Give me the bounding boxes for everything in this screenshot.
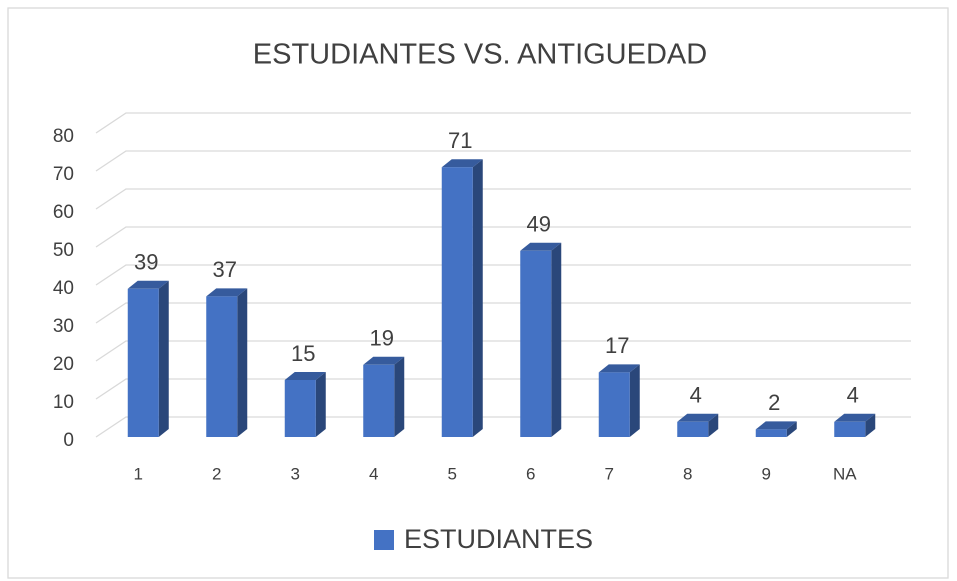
bar-front [441,167,473,437]
bar-top [677,413,719,422]
bar-top [834,413,876,422]
bar-front [284,380,316,437]
x-tick-label: 9 [762,464,771,483]
grid-line [95,112,911,134]
bar-top [755,421,797,430]
bar-front [755,429,787,437]
data-label: 19 [370,326,394,351]
bar-front [677,421,709,437]
x-tick-label: 8 [683,464,692,483]
data-label: 4 [690,383,702,408]
bar [755,421,797,437]
bar [284,372,326,437]
legend-swatch [374,530,394,550]
x-tick-label: 5 [448,464,457,483]
bar-side [708,413,719,437]
bar [598,364,640,437]
grid-line [95,264,911,286]
y-tick-label: 60 [53,202,74,223]
bar-front [834,421,866,437]
data-label: 71 [448,128,472,153]
bar-front [206,296,238,437]
bar [834,413,876,437]
bar-side [629,364,640,437]
x-tick-label: 7 [605,464,614,483]
bar-side [237,288,248,437]
bar-top [598,364,640,373]
data-label: 39 [134,250,158,275]
grid-line [95,188,911,210]
y-tick-label: 50 [53,240,74,261]
bar-side [394,356,405,437]
x-tick-label: 3 [291,464,300,483]
y-tick-label: 20 [53,354,74,375]
bar-side [551,242,562,437]
bar-top [363,356,405,365]
bar-front [520,250,552,437]
bar-side [158,280,169,437]
x-tick-label: 4 [369,464,378,483]
bar-front [598,372,630,437]
y-tick-label: 0 [63,430,74,451]
bar [441,159,483,437]
y-tick-label: 80 [53,126,74,147]
bar-side [472,159,483,437]
bar [520,242,562,437]
chart-title: ESTUDIANTES VS. ANTIGUEDAD [253,39,707,71]
bar-front [127,288,159,437]
grid-line [95,378,911,400]
data-label: 49 [527,212,551,237]
bar [127,280,169,437]
data-label: 37 [213,257,237,282]
data-label: 4 [847,383,859,408]
grid-line [95,302,911,324]
y-tick-label: 70 [53,164,74,185]
bar-top [206,288,248,297]
bar [206,288,248,437]
legend-label: ESTUDIANTES [404,524,593,554]
x-tick-label: 2 [212,464,221,483]
bar-front [363,364,395,437]
bar-top [127,280,169,289]
x-tick-label: NA [833,464,857,483]
bar [363,356,405,437]
y-tick-label: 10 [53,392,74,413]
grid-line [95,340,911,362]
data-label: 15 [291,341,315,366]
y-tick-label: 40 [53,278,74,299]
data-label: 17 [605,333,629,358]
bar-top [520,242,562,251]
bar-top [441,159,483,168]
y-tick-label: 30 [53,316,74,337]
x-tick-label: 6 [526,464,535,483]
grid-line [95,416,911,438]
bar [677,413,719,437]
bar-side [865,413,876,437]
grid-line [95,226,911,248]
bar-side [315,372,326,437]
x-tick-label: 1 [134,464,143,483]
bar-side [786,421,797,437]
data-label: 2 [768,390,780,415]
grid-line [95,150,911,172]
bar-top [284,372,326,380]
